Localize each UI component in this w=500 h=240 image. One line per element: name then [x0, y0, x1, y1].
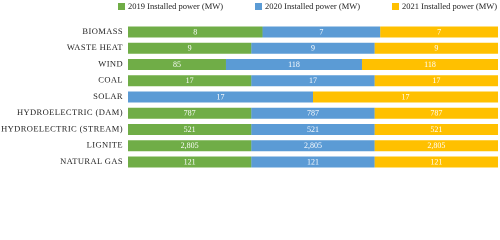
value-label: 17: [309, 76, 317, 85]
value-label: 121: [430, 157, 442, 166]
bar-segment: [251, 156, 375, 168]
bar-segment: [374, 124, 498, 135]
bar-segment: [262, 26, 381, 38]
value-label: 17: [186, 76, 194, 85]
category-label: WASTE HEAT: [67, 42, 124, 52]
legend-label: 2019 Installed power (MW): [128, 1, 223, 11]
bar-segment: [374, 107, 498, 119]
value-label: 521: [184, 125, 196, 134]
bar-segment: [361, 59, 498, 70]
bar-segment: [128, 59, 226, 70]
category-label: SOLAR: [93, 91, 123, 101]
bar-segment: [128, 124, 252, 135]
legend-swatch: [118, 3, 125, 10]
value-label: 787: [307, 109, 319, 118]
bar-segment: [251, 75, 375, 87]
bar-segment: [374, 75, 498, 87]
value-label: 17: [432, 76, 440, 85]
bar-segment: [313, 91, 498, 103]
bar-segment: [128, 26, 263, 38]
value-label: 17: [402, 92, 410, 101]
value-label: 9: [188, 44, 192, 53]
category-label: COAL: [98, 75, 123, 85]
category-label: HYDROELECTRIC (DAM): [17, 107, 123, 117]
bar-segment: [380, 26, 498, 38]
value-label: 17: [217, 92, 225, 101]
bar-segment: [128, 75, 252, 87]
value-label: 118: [424, 60, 436, 69]
chart: 2019 Installed power (MW) 2020 Installed …: [1, 1, 498, 168]
value-label: 9: [311, 44, 315, 53]
bar-segment: [128, 156, 252, 168]
bar-segment: [225, 59, 362, 70]
category-label: NATURAL GAS: [60, 156, 123, 166]
bar-segment: [374, 140, 498, 152]
bar-segment: [251, 42, 375, 54]
value-label: 121: [307, 157, 319, 166]
value-label: 7: [437, 27, 441, 36]
value-label: 9: [434, 44, 438, 53]
bar-segment: [374, 156, 498, 168]
category-label: HYDROELECTRIC (STREAM): [1, 123, 123, 133]
value-label: 118: [288, 60, 300, 69]
value-label: 121: [184, 157, 196, 166]
category-label: LIGNITE: [87, 140, 123, 150]
legend-label: 2021 Installed power (MW): [402, 1, 497, 11]
bar-segment: [251, 140, 375, 152]
legend-label: 2020 Installed power (MW): [265, 1, 360, 11]
category-label: BIOMASS: [82, 26, 123, 36]
value-label: 8: [193, 27, 197, 36]
value-label: 787: [184, 109, 196, 118]
bar-segment: [251, 107, 375, 119]
bar-segment: [251, 124, 375, 135]
value-label: 787: [430, 109, 442, 118]
value-label: 521: [307, 125, 319, 134]
value-label: 85: [173, 60, 181, 69]
value-label: 7: [319, 27, 323, 36]
value-label: 2,805: [181, 141, 199, 150]
category-label: WIND: [98, 58, 123, 68]
value-label: 521: [430, 125, 442, 134]
legend-swatch: [255, 3, 262, 10]
bar-segment: [128, 91, 313, 103]
value-label: 2,805: [427, 141, 445, 150]
value-label: 2,805: [304, 141, 322, 150]
bar-segment: [128, 42, 252, 54]
bar-segment: [128, 140, 252, 152]
legend-swatch: [392, 3, 399, 10]
bar-segment: [128, 107, 252, 119]
bar-segment: [374, 42, 498, 54]
